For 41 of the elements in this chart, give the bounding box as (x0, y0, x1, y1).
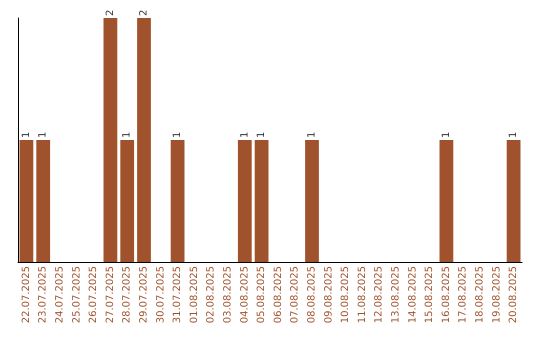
x-tick-label: 26.07.2025 (88, 266, 100, 324)
x-tick-label: 06.08.2025 (272, 266, 284, 324)
x-tick-label: 12.08.2025 (374, 266, 385, 324)
x-tick-label: 09.08.2025 (323, 266, 334, 324)
data-label: 1 (306, 132, 318, 138)
x-tick-label: 02.08.2025 (206, 266, 217, 324)
x-tick-label: 27.07.2025 (104, 266, 116, 324)
x-tick-label: 16.08.2025 (440, 266, 452, 324)
x-tick-label: 19.08.2025 (491, 266, 502, 324)
x-tick-label: 24.07.2025 (54, 266, 66, 324)
x-tick-label: 28.07.2025 (122, 266, 133, 324)
data-label: 2 (104, 10, 116, 16)
x-tick-label: 13.08.2025 (390, 266, 402, 324)
x-tick-label: 04.08.2025 (239, 266, 250, 324)
x-tick-label: 18.08.2025 (474, 266, 486, 324)
x-tick-label: 03.08.2025 (222, 266, 234, 324)
x-tick-label: 05.08.2025 (256, 266, 268, 324)
x-tick-label: 25.07.2025 (71, 266, 82, 324)
data-label: 1 (122, 132, 133, 138)
data-label: 1 (440, 132, 452, 138)
x-tick-label: 15.08.2025 (424, 266, 436, 324)
data-label: 1 (508, 132, 520, 138)
data-label: 1 (20, 132, 32, 138)
x-tick-label: 20.08.2025 (508, 266, 520, 324)
x-tick-label: 07.08.2025 (290, 266, 301, 324)
x-tick-label: 22.07.2025 (20, 266, 32, 324)
data-label: 1 (38, 132, 49, 138)
x-tick-label: 30.07.2025 (155, 266, 166, 324)
x-tick-label: 08.08.2025 (306, 266, 318, 324)
x-tick-label: 10.08.2025 (340, 266, 352, 324)
x-tick-label: 01.08.2025 (188, 266, 200, 324)
x-tick-label: 31.07.2025 (172, 266, 184, 324)
data-label: 1 (256, 132, 268, 138)
data-label: 1 (172, 132, 184, 138)
x-tick-label: 11.08.2025 (356, 266, 368, 324)
x-tick-label: 29.07.2025 (138, 266, 150, 324)
data-label: 2 (138, 10, 150, 16)
data-label: 1 (239, 132, 250, 138)
x-tick-label: 14.08.2025 (407, 266, 418, 324)
x-tick-label: 23.07.2025 (38, 266, 49, 324)
x-tick-label: 17.08.2025 (458, 266, 469, 324)
